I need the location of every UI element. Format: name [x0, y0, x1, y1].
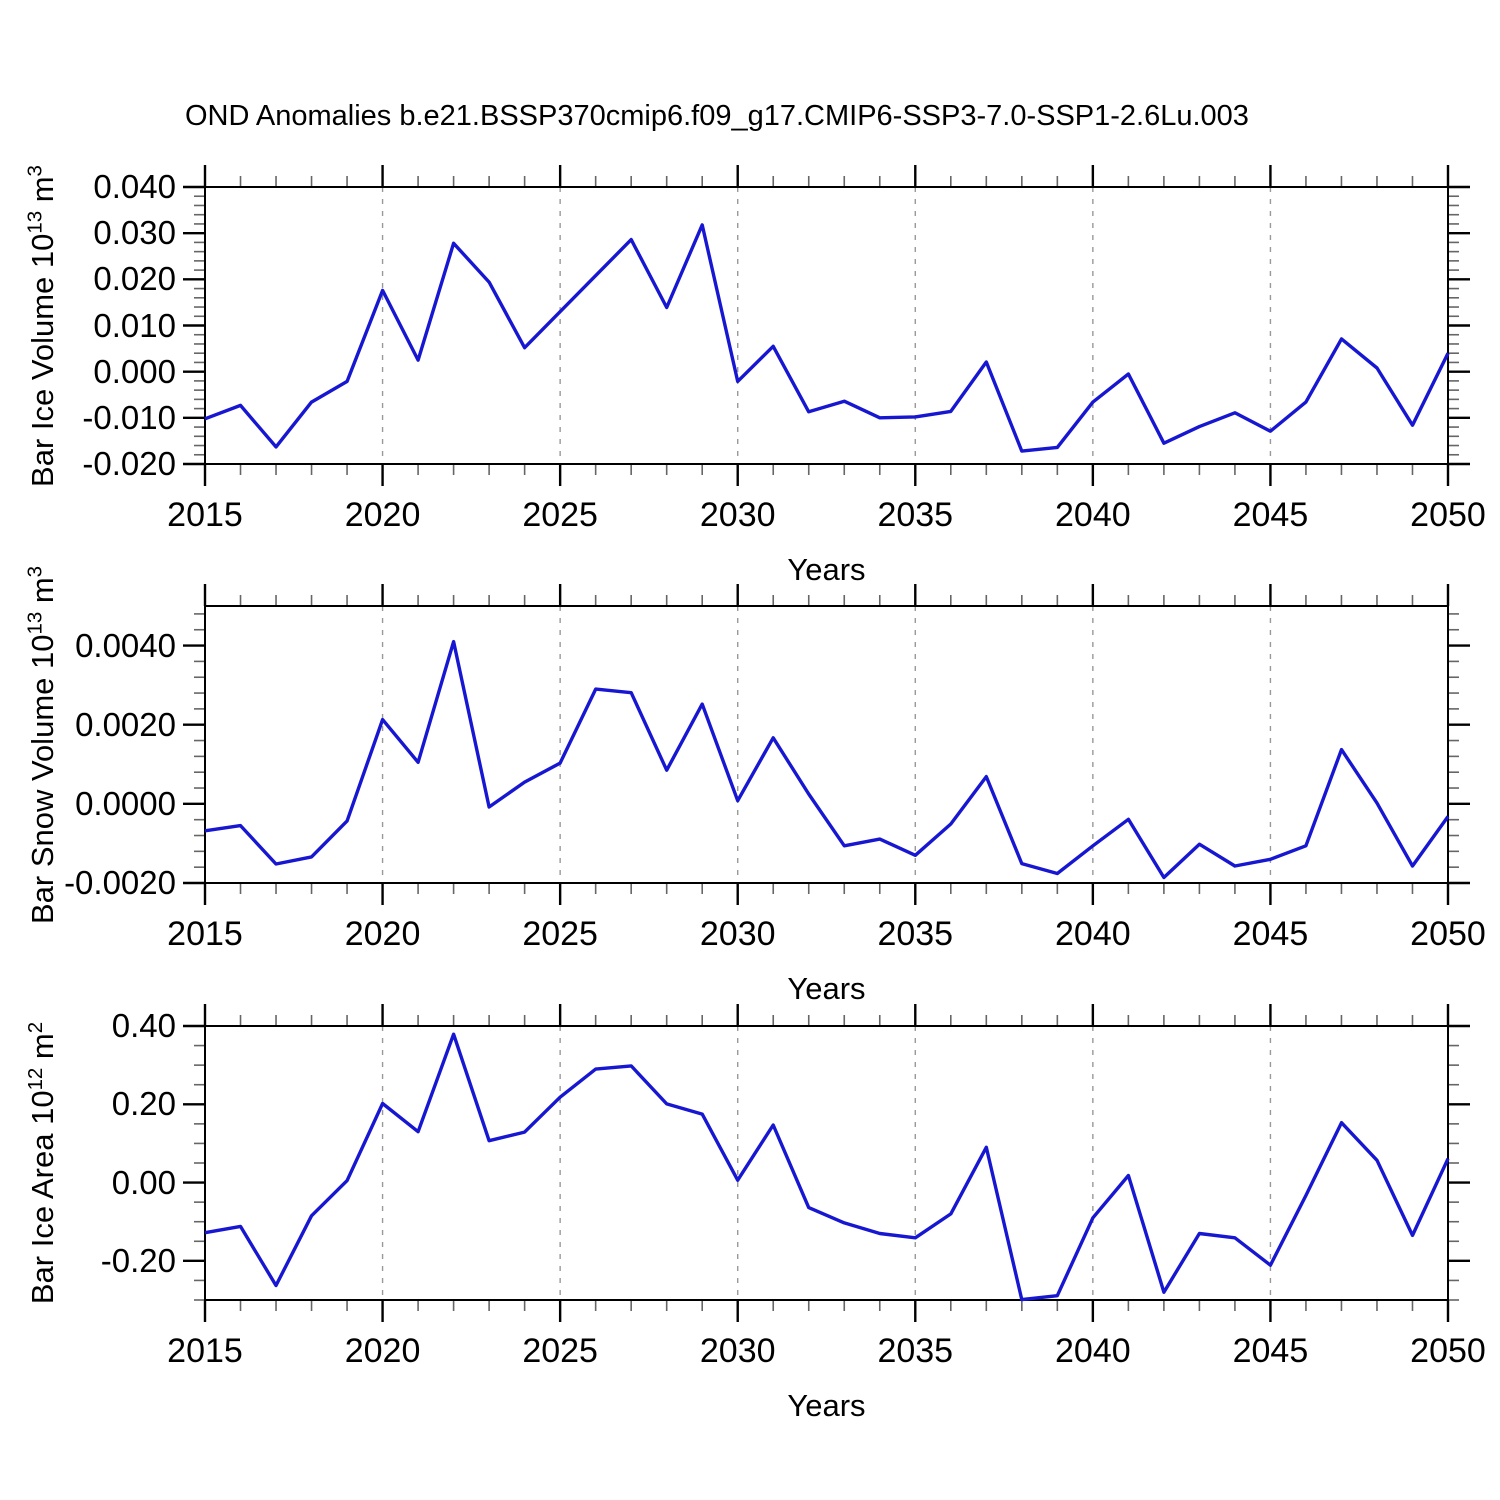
x-tick-label: 2020: [344, 1332, 421, 1370]
y-tick-label: 0.020: [93, 260, 176, 298]
x-tick-label: 2030: [699, 1332, 776, 1370]
plot-area-snow-volume: [183, 584, 1470, 905]
plot-frame: [204, 605, 1449, 884]
y-tick-label: -0.20: [100, 1241, 176, 1279]
page-title: OND Anomalies b.e21.BSSP370cmip6.f09_g17…: [185, 100, 1249, 132]
data-line-bar-snow-volume: [204, 639, 1450, 880]
y-tick-label: -0.020: [82, 445, 176, 482]
x-tick-label: 2035: [877, 496, 954, 534]
x-tick-label: 2040: [1055, 496, 1131, 534]
y-axis-title-box: Bar Ice Volume 1013 m3: [24, 165, 62, 487]
x-tick-label: 2045: [1232, 915, 1309, 953]
x-tick-label: 2035: [877, 1332, 954, 1370]
x-tick-label: 2015: [167, 1332, 243, 1370]
x-axis-label: Years: [787, 552, 866, 587]
x-tick-label: 2025: [522, 1332, 598, 1370]
y-tick-label: 0.20: [111, 1085, 176, 1123]
data-line-bar-ice-volume: [204, 223, 1450, 453]
data-line-bar-ice-area: [204, 1032, 1450, 1302]
x-tick-label: 2030: [699, 915, 776, 953]
x-tick-label: 2040: [1055, 915, 1131, 953]
x-tick-label: 2050: [1410, 915, 1486, 953]
y-axis-label: Bar Ice Volume 1013 m3: [23, 164, 60, 487]
y-tick-label: 0.00: [111, 1163, 176, 1201]
plot-frame: [204, 1025, 1449, 1301]
y-tick-label: 0.0000: [75, 784, 176, 822]
y-axis-title-box: Bar Ice Area 1012 m2: [24, 1022, 62, 1304]
x-tick-label: 2020: [344, 496, 421, 534]
y-tick-label: -0.0020: [64, 864, 176, 901]
x-tick-label: 2025: [522, 915, 598, 953]
plot-frame: [204, 186, 1449, 465]
y-tick-label: 0.000: [93, 352, 176, 390]
x-tick-label: 2015: [167, 496, 243, 534]
x-tick-label: 2030: [699, 496, 776, 534]
plot-area-ice-area: [183, 1004, 1470, 1322]
y-axis-label: Bar Ice Area 1012 m2: [23, 1021, 61, 1305]
x-tick-label: 2050: [1410, 1332, 1486, 1370]
x-tick-label: 2015: [167, 915, 243, 953]
y-tick-label: 0.040: [93, 168, 176, 205]
x-tick-label: 2045: [1232, 1332, 1309, 1370]
x-tick-label: 2020: [344, 915, 421, 953]
y-tick-label: 0.40: [111, 1007, 176, 1044]
x-tick-label: 2025: [522, 496, 598, 534]
y-tick-label: 0.010: [93, 306, 176, 344]
x-tick-label: 2035: [877, 915, 954, 953]
x-axis-label: Years: [787, 1388, 866, 1423]
plot-area-ice-volume: [183, 165, 1470, 486]
y-tick-label: 0.0020: [75, 705, 176, 743]
y-tick-label: -0.010: [82, 398, 176, 436]
x-axis-label: Years: [787, 971, 866, 1006]
y-axis-label: Bar Snow Volume 1013 m3: [23, 565, 60, 924]
y-tick-label: 0.030: [93, 214, 176, 252]
x-tick-label: 2050: [1410, 496, 1486, 534]
y-axis-title-box: Bar Snow Volume 1013 m3: [24, 565, 62, 923]
y-tick-label: 0.0040: [75, 626, 176, 664]
x-tick-label: 2045: [1232, 496, 1309, 534]
x-tick-label: 2040: [1055, 1332, 1131, 1370]
